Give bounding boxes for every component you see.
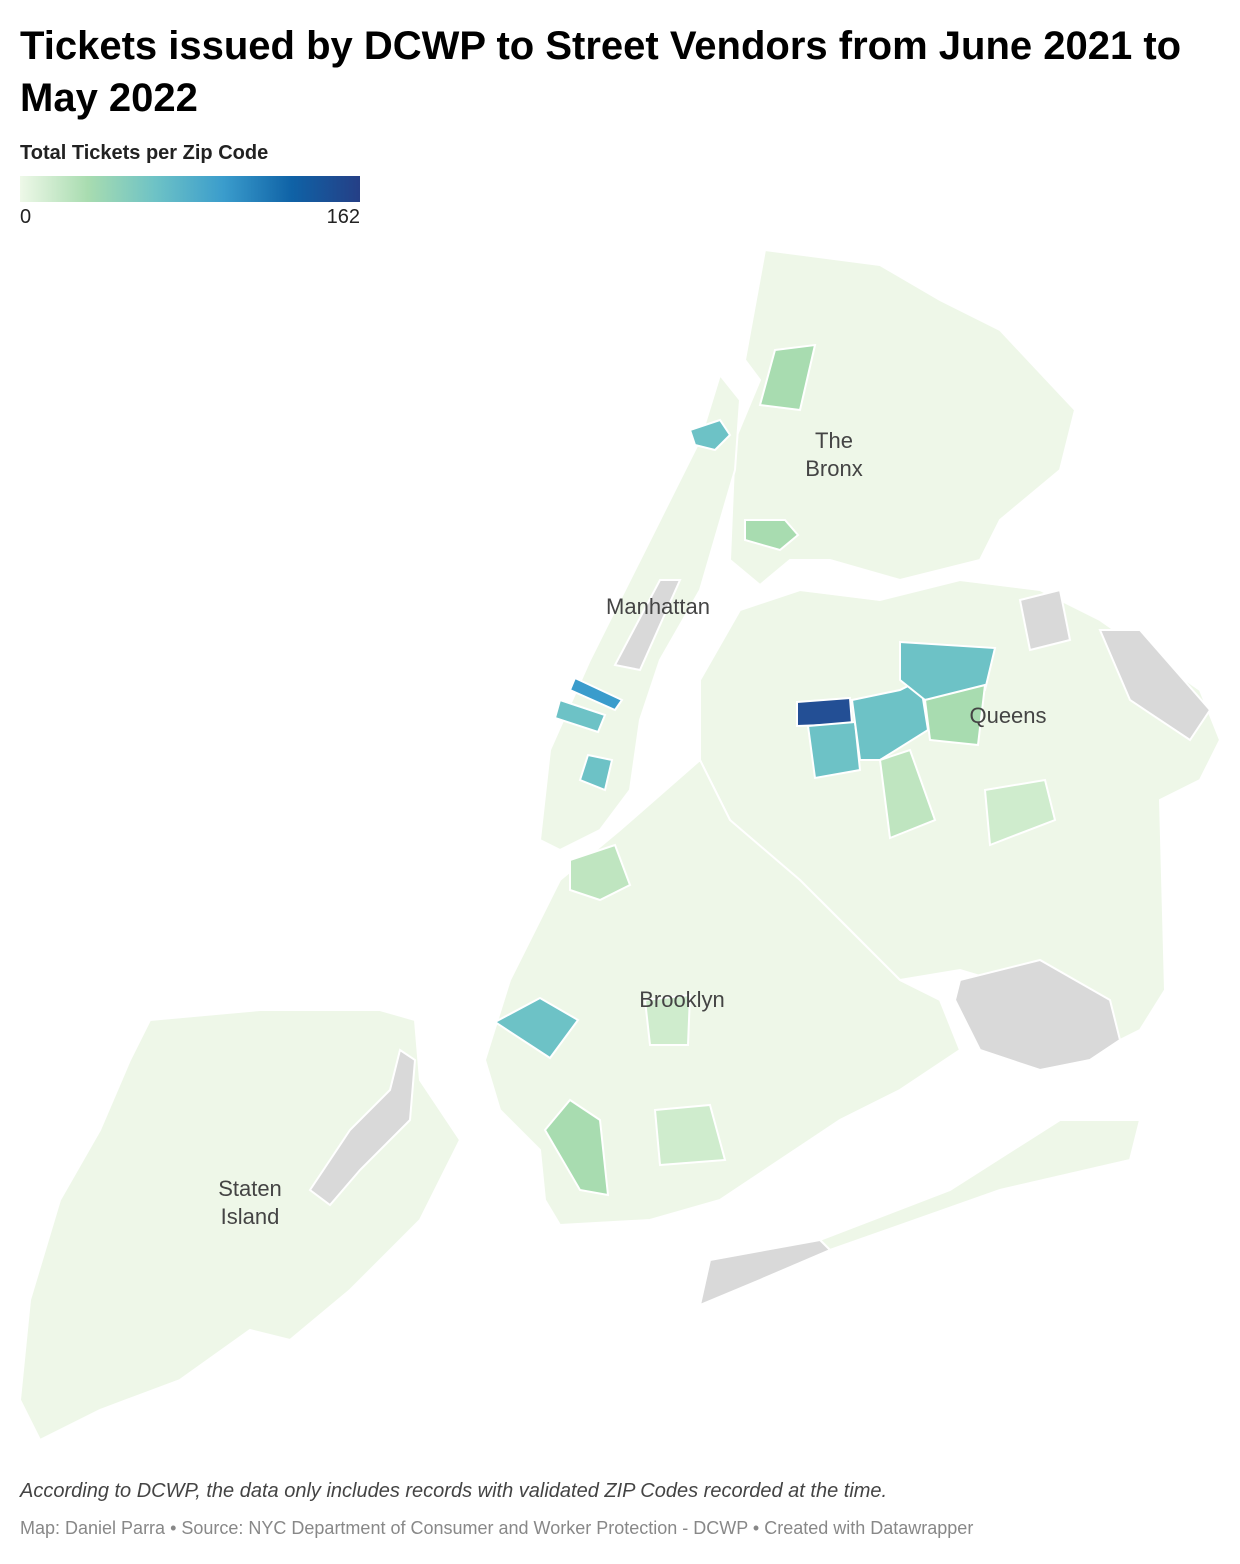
borough-label: Island <box>221 1204 280 1229</box>
legend-max: 162 <box>326 206 360 228</box>
zip <box>578 753 614 792</box>
highlighted-zips <box>493 343 1057 1197</box>
rockaway-west <box>698 1238 832 1307</box>
flushing-meadows <box>1018 588 1072 652</box>
zip <box>653 1103 727 1167</box>
zip <box>569 843 632 902</box>
map: The Bronx Manhattan Queens Brooklyn Stat… <box>18 248 1222 1442</box>
borough-label: Brooklyn <box>639 987 725 1012</box>
fresh-kills <box>308 1048 417 1207</box>
alley-pond <box>1098 629 1212 742</box>
boroughs <box>18 248 1222 1442</box>
zip <box>688 418 732 452</box>
credits: Map: Daniel Parra • Source: NYC Departme… <box>20 1518 974 1538</box>
zip <box>983 778 1057 847</box>
zip <box>796 696 854 728</box>
footnote: According to DCWP, the data only include… <box>20 1480 888 1502</box>
jfk <box>953 958 1122 1072</box>
legend-gradient <box>20 176 360 202</box>
zip <box>643 993 692 1046</box>
zip <box>758 343 817 412</box>
borough-label: The <box>815 428 853 453</box>
borough-label: Manhattan <box>606 594 710 619</box>
borough-label: Bronx <box>805 456 862 481</box>
staten-island <box>18 1009 462 1442</box>
legend-title: Total Tickets per Zip Code <box>20 142 269 164</box>
zip <box>553 698 607 734</box>
rockaway <box>818 1119 1142 1252</box>
zip <box>923 683 987 747</box>
central-park <box>613 579 682 672</box>
zip <box>878 748 937 840</box>
zip <box>744 519 800 552</box>
bronx <box>728 248 1077 587</box>
manhattan <box>538 372 742 852</box>
title: Tickets issued by DCWP to Street Vendors… <box>20 24 1182 120</box>
zip <box>493 996 580 1060</box>
zip <box>806 720 862 780</box>
legend-min: 0 <box>20 206 32 228</box>
no-data-areas <box>308 579 1212 1307</box>
borough-label: Queens <box>969 703 1046 728</box>
zip <box>543 1098 610 1197</box>
borough-label: Staten <box>218 1176 282 1201</box>
zip <box>568 676 624 712</box>
